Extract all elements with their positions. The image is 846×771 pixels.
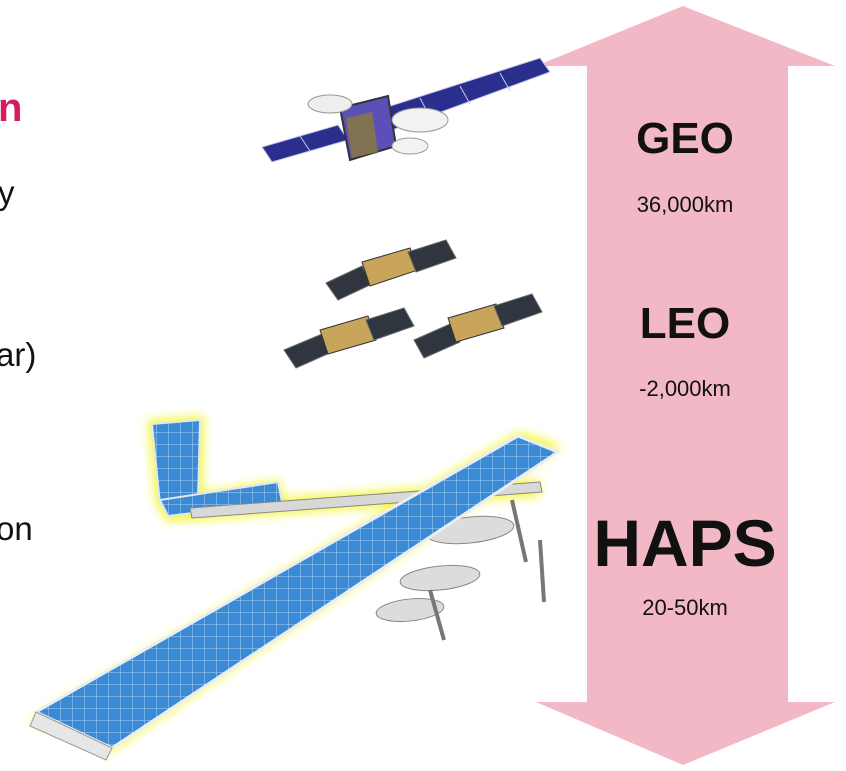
left-text-fragment-3: ar) [0,336,37,373]
geo-name: GEO [636,114,734,163]
geo-altitude: 36,000km [636,192,734,217]
left-text-fragment-4: on [0,510,33,547]
leo-label: LEO [560,302,810,346]
haps-altitude: 20-50km [642,595,728,620]
leo-altitude-label: -2,000km [560,378,810,400]
leo-altitude: -2,000km [639,376,731,401]
geo-label: GEO [560,117,810,161]
leo-name: LEO [639,299,731,348]
haps-label: HAPS [560,510,810,576]
haps-altitude-label: 20-50km [560,597,810,619]
left-text-fragment-2: y [0,174,15,211]
left-text-fragment-1: n [0,86,23,130]
haps-name: HAPS [593,506,777,580]
geo-altitude-label: 36,000km [560,194,810,216]
